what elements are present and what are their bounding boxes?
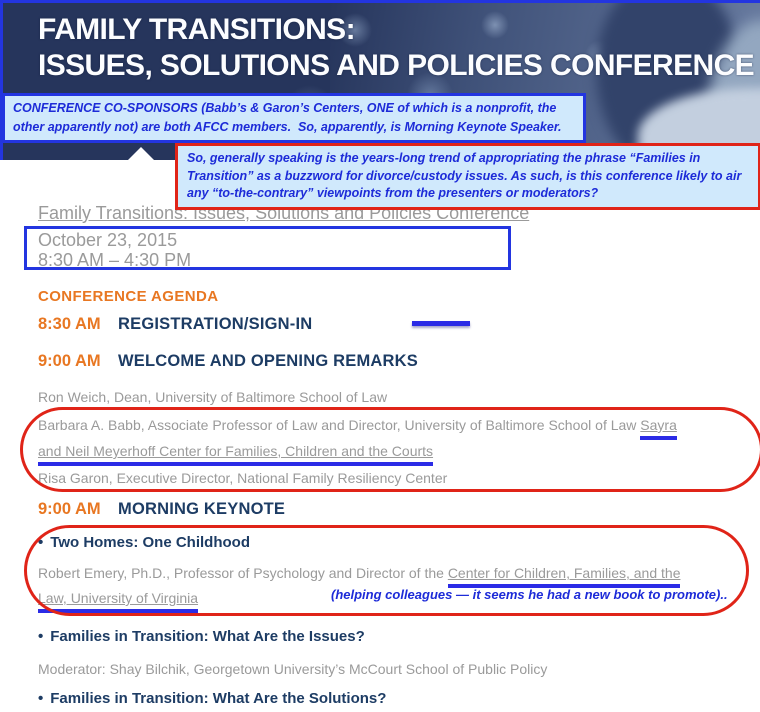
blue-mark-line (412, 321, 470, 326)
session-row-keynote: 9:00 AM (38, 500, 101, 519)
speaker-risa-garon: Risa Garon, Executive Director, National… (38, 470, 448, 486)
keynote-topic-text: Two Homes: One Childhood (50, 534, 250, 551)
session-title-welcome: WELCOME AND OPENING REMARKS (118, 352, 418, 370)
red-oval-annotation-keynote (24, 525, 749, 616)
session-title-keynote: MORNING KEYNOTE (118, 500, 286, 518)
header-pointer-notch (127, 147, 155, 161)
bullet-icon: • (38, 628, 44, 645)
conference-banner-title: FAMILY TRANSITIONS: ISSUES, SOLUTIONS AN… (38, 12, 755, 84)
conference-date: October 23, 2015 (38, 230, 178, 250)
babb-center-link-part2[interactable]: and Neil Meyerhoff Center for Families, … (38, 443, 434, 466)
panel-issues-text: Families in Transition: What Are the Iss… (50, 628, 365, 645)
red-oval-annotation-welcome (20, 407, 760, 492)
keynote-margin-note: (helping colleagues — it seems he had a … (331, 587, 728, 602)
emery-center-link-part2[interactable]: Law, University of Virginia (38, 590, 199, 613)
panel-issues-bullet: • Families in Transition: What Are the Is… (38, 628, 365, 645)
session-row-welcome: 9:00 AM (38, 352, 101, 371)
session-time: 9:00 AM (38, 352, 101, 370)
annotation-frame-left-line (0, 0, 3, 160)
panel-solutions-bullet: • Families in Transition: What Are the So… (38, 690, 386, 707)
session-time: 8:30 AM (38, 315, 101, 333)
trend-annotation-box: So, generally speaking is the years-long… (175, 143, 760, 210)
babb-description: Barbara A. Babb, Associate Professor of … (38, 417, 641, 433)
conference-time-range: 8:30 AM – 4:30 PM (38, 250, 192, 270)
bullet-icon: • (38, 690, 44, 707)
speaker-ron-weich: Ron Weich, Dean, University of Baltimore… (38, 389, 388, 405)
session-title-registration: REGISTRATION/SIGN-IN (118, 315, 313, 333)
co-sponsors-annotation-box: CONFERENCE CO-SPONSORS (Babb’s & Garon’s… (2, 93, 586, 143)
banner-title-line1: FAMILY TRANSITIONS: (38, 13, 356, 46)
emery-description: Robert Emery, Ph.D., Professor of Psycho… (38, 565, 448, 581)
banner-title-line2: ISSUES, SOLUTIONS AND POLICIES CONFERENC… (38, 49, 755, 82)
speaker-barbara-babb: Barbara A. Babb, Associate Professor of … (38, 417, 677, 440)
session-row-registration: 8:30 AM (38, 315, 101, 334)
panel-solutions-text: Families in Transition: What Are the Sol… (50, 690, 387, 707)
session-time: 9:00 AM (38, 500, 101, 518)
babb-center-line2: and Neil Meyerhoff Center for Families, … (38, 443, 434, 466)
babb-center-link-part1[interactable]: Sayra (640, 417, 677, 440)
emery-center-link-part1[interactable]: Center for Children, Families, and the (447, 565, 681, 588)
speaker-robert-emery: Robert Emery, Ph.D., Professor of Psycho… (38, 565, 681, 588)
moderator-shay-bilchik: Moderator: Shay Bilchik, Georgetown Univ… (38, 661, 548, 677)
date-annotation-rectangle (24, 226, 511, 270)
emery-center-line2: Law, University of Virginia (38, 590, 199, 613)
agenda-heading: CONFERENCE AGENDA (38, 288, 219, 305)
annotation-frame-top-line (0, 0, 760, 3)
